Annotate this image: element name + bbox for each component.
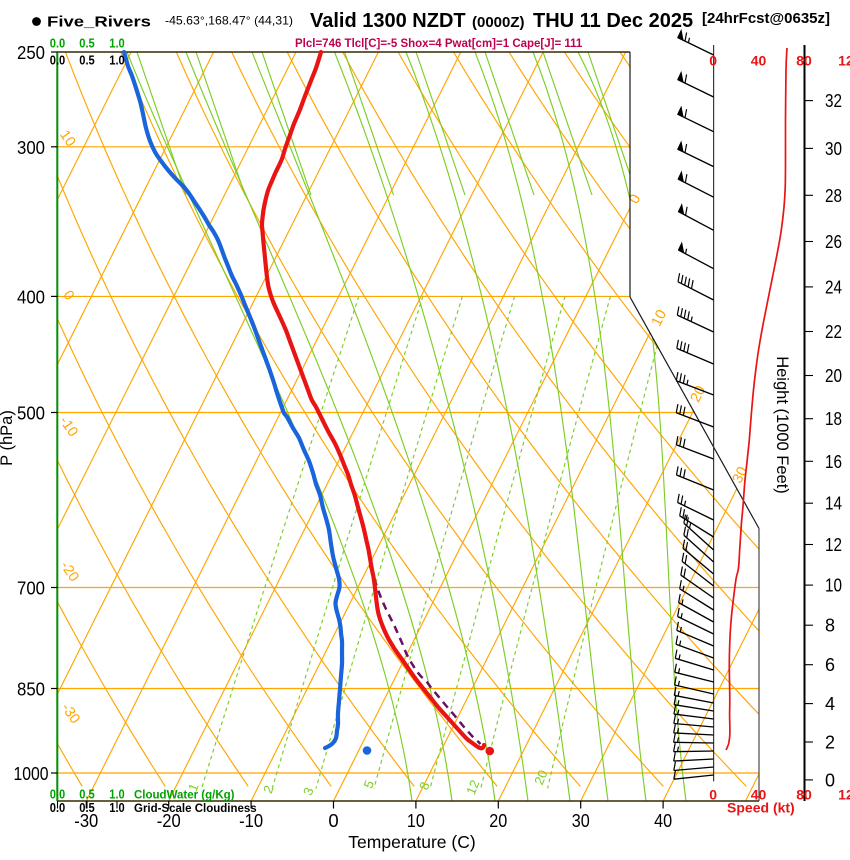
- svg-text:1.0: 1.0: [109, 54, 125, 68]
- svg-text:40: 40: [751, 787, 767, 803]
- svg-text:12: 12: [825, 535, 842, 555]
- svg-text:10: 10: [649, 307, 671, 329]
- svg-text:THU 11 Dec 2025: THU 11 Dec 2025: [533, 10, 693, 32]
- svg-text:0.0: 0.0: [50, 788, 66, 802]
- svg-text:2: 2: [825, 733, 835, 753]
- svg-text:-45.63°,168.47° (44,31): -45.63°,168.47° (44,31): [165, 14, 293, 28]
- svg-text:Plcl=746 Tlcl[C]=-5 Shox=4 Pwa: Plcl=746 Tlcl[C]=-5 Shox=4 Pwat[cm]=1 Ca…: [295, 38, 583, 50]
- svg-text:30: 30: [572, 810, 590, 831]
- svg-text:(0000Z): (0000Z): [472, 14, 525, 31]
- svg-text:1.0: 1.0: [109, 788, 125, 802]
- svg-text:-20: -20: [157, 810, 181, 831]
- svg-text:0.5: 0.5: [79, 54, 95, 68]
- svg-text:24: 24: [825, 277, 842, 297]
- svg-text:400: 400: [17, 286, 45, 307]
- svg-text:26: 26: [825, 232, 842, 252]
- svg-text:20: 20: [825, 366, 842, 386]
- svg-text:40: 40: [751, 53, 767, 69]
- svg-text:0.5: 0.5: [79, 37, 95, 51]
- svg-text:80: 80: [796, 787, 812, 803]
- svg-text:12: 12: [463, 778, 482, 797]
- svg-text:1.0: 1.0: [109, 801, 125, 815]
- svg-text:850: 850: [17, 679, 45, 700]
- svg-text:16: 16: [825, 452, 842, 472]
- svg-text:Grid-Scale Cloudiness: Grid-Scale Cloudiness: [134, 803, 257, 815]
- svg-text:0.0: 0.0: [50, 37, 66, 51]
- svg-text:0: 0: [328, 810, 338, 831]
- svg-text:0.5: 0.5: [79, 801, 95, 815]
- svg-text:[24hrFcst@0635z]: [24hrFcst@0635z]: [702, 10, 830, 27]
- svg-text:28: 28: [825, 186, 842, 206]
- svg-text:0.5: 0.5: [79, 788, 95, 802]
- svg-text:80: 80: [796, 53, 812, 69]
- svg-text:Valid 1300 NZDT: Valid 1300 NZDT: [310, 10, 466, 32]
- svg-text:1.0: 1.0: [109, 37, 125, 51]
- svg-text:-10: -10: [239, 810, 263, 831]
- svg-text:120: 120: [838, 787, 850, 803]
- svg-text:Height (1000 Feet): Height (1000 Feet): [773, 356, 791, 494]
- svg-text:18: 18: [825, 409, 842, 429]
- svg-text:6: 6: [825, 655, 835, 675]
- svg-text:P (hPa): P (hPa): [0, 410, 16, 466]
- svg-text:0: 0: [709, 787, 717, 803]
- svg-text:0: 0: [709, 53, 717, 69]
- svg-text:14: 14: [825, 494, 842, 514]
- svg-text:0: 0: [825, 770, 835, 790]
- svg-text:0.0: 0.0: [50, 54, 66, 68]
- svg-text:20: 20: [531, 768, 550, 787]
- svg-text:10: 10: [56, 128, 78, 150]
- svg-text:32: 32: [825, 91, 842, 111]
- svg-text:0.0: 0.0: [50, 801, 66, 815]
- svg-text:CloudWater (g/Kg): CloudWater (g/Kg): [134, 790, 235, 802]
- svg-text:20: 20: [688, 383, 710, 405]
- svg-text:250: 250: [17, 42, 45, 63]
- svg-text:10: 10: [825, 576, 842, 596]
- svg-text:300: 300: [17, 137, 45, 158]
- svg-text:8: 8: [825, 616, 835, 636]
- svg-text:30: 30: [825, 139, 842, 159]
- svg-text:22: 22: [825, 322, 842, 342]
- svg-text:Temperature (C): Temperature (C): [348, 832, 475, 852]
- svg-text:10: 10: [407, 810, 425, 831]
- svg-text:Speed (kt): Speed (kt): [727, 800, 795, 816]
- svg-text:700: 700: [17, 578, 45, 599]
- svg-text:1000: 1000: [14, 763, 49, 784]
- svg-text:4: 4: [825, 694, 835, 714]
- svg-text:-30: -30: [74, 810, 98, 831]
- svg-text:120: 120: [838, 53, 850, 69]
- svg-text:500: 500: [17, 403, 45, 424]
- svg-text:20: 20: [489, 810, 507, 831]
- svg-text:Five_Rivers: Five_Rivers: [47, 14, 151, 31]
- svg-text:40: 40: [654, 810, 672, 831]
